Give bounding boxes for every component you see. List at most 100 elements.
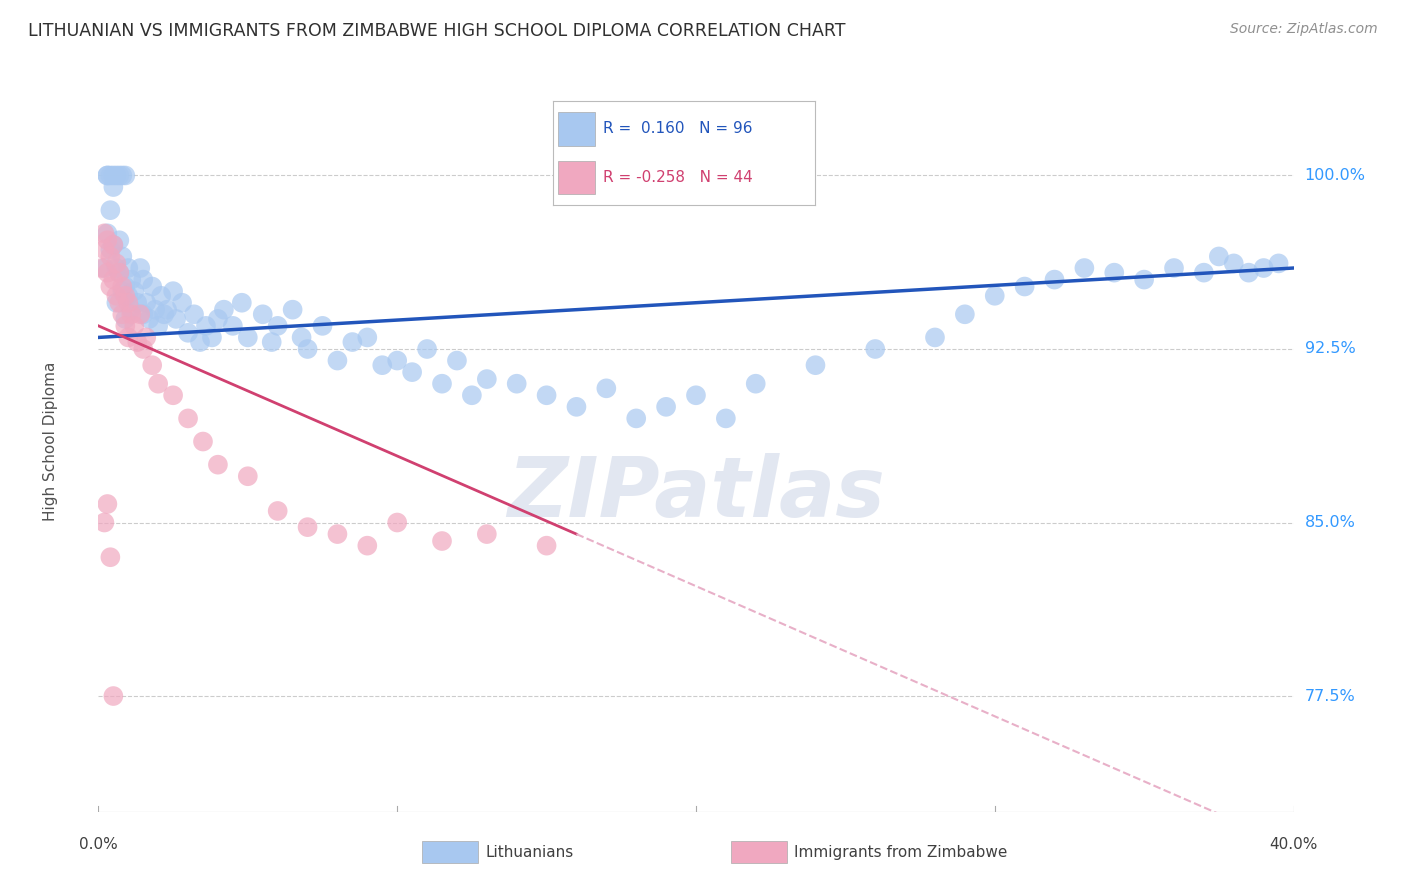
Point <box>108 233 131 247</box>
Point <box>120 307 142 321</box>
Text: 0.0%: 0.0% <box>79 837 118 852</box>
Point <box>114 169 136 183</box>
Point <box>1073 260 1095 275</box>
Point <box>177 326 200 340</box>
Point <box>105 256 128 270</box>
Point <box>114 312 136 326</box>
Point <box>103 180 125 194</box>
Point <box>207 312 229 326</box>
Point <box>135 295 157 310</box>
Text: ZIPatlas: ZIPatlas <box>508 453 884 534</box>
Point <box>222 318 245 333</box>
Point <box>297 342 319 356</box>
Point <box>93 516 115 530</box>
Point <box>127 334 149 349</box>
Point <box>127 295 149 310</box>
Point <box>626 411 648 425</box>
Point <box>114 279 136 293</box>
Point <box>162 284 184 298</box>
Point <box>236 469 259 483</box>
Point <box>132 342 155 356</box>
Point <box>162 388 184 402</box>
Point <box>281 302 304 317</box>
Point <box>356 330 378 344</box>
Point <box>1192 266 1215 280</box>
Text: 85.0%: 85.0% <box>1305 515 1355 530</box>
Point <box>93 243 115 257</box>
Point <box>1237 266 1260 280</box>
Point <box>98 550 122 565</box>
Point <box>565 400 588 414</box>
Point <box>326 353 349 368</box>
Point <box>172 295 194 310</box>
Text: 77.5%: 77.5% <box>1305 689 1355 704</box>
Point <box>506 376 529 391</box>
Point <box>342 334 364 349</box>
Point <box>93 227 115 241</box>
Point <box>98 203 122 218</box>
Point <box>111 307 134 321</box>
Text: Immigrants from Zimbabwe: Immigrants from Zimbabwe <box>794 846 1008 860</box>
Point <box>108 266 131 280</box>
Point <box>714 411 737 425</box>
Point <box>96 169 118 183</box>
Point <box>416 342 439 356</box>
Point <box>103 169 125 183</box>
Point <box>475 527 498 541</box>
Point <box>401 365 423 379</box>
Text: 92.5%: 92.5% <box>1305 342 1355 357</box>
Point <box>385 353 409 368</box>
Point <box>385 516 409 530</box>
Point <box>98 243 122 257</box>
Point <box>103 238 125 252</box>
Point <box>138 312 160 326</box>
Point <box>177 411 200 425</box>
Point <box>1208 250 1230 264</box>
Point <box>103 689 125 703</box>
Point <box>475 372 498 386</box>
Point <box>311 318 333 333</box>
Point <box>141 358 163 372</box>
Point <box>105 169 128 183</box>
Point <box>297 520 319 534</box>
Point <box>536 539 558 553</box>
Point <box>252 307 274 321</box>
Text: Source: ZipAtlas.com: Source: ZipAtlas.com <box>1230 22 1378 37</box>
Point <box>212 302 235 317</box>
Point <box>1014 279 1036 293</box>
Point <box>90 260 112 275</box>
Point <box>96 169 118 183</box>
Point <box>1043 272 1066 286</box>
Point <box>96 233 118 247</box>
Point <box>114 318 136 333</box>
Point <box>98 279 122 293</box>
Point <box>188 334 211 349</box>
Point <box>865 342 887 356</box>
Text: 100.0%: 100.0% <box>1305 168 1365 183</box>
Point <box>96 266 118 280</box>
Point <box>111 250 134 264</box>
Point <box>98 169 122 183</box>
Point <box>111 279 134 293</box>
Point <box>124 318 146 333</box>
Point <box>96 497 118 511</box>
Point <box>1253 260 1275 275</box>
Point <box>267 318 290 333</box>
Point <box>105 289 128 303</box>
Point <box>595 381 617 395</box>
Point <box>745 376 768 391</box>
Point <box>117 295 139 310</box>
Point <box>111 169 134 183</box>
Point <box>129 307 152 321</box>
Point <box>446 353 468 368</box>
Point <box>536 388 558 402</box>
Point <box>236 330 259 344</box>
Point <box>685 388 707 402</box>
Point <box>96 227 118 241</box>
Text: High School Diploma: High School Diploma <box>44 362 58 521</box>
Point <box>326 527 349 541</box>
Point <box>103 238 125 252</box>
Point <box>461 388 484 402</box>
Point <box>114 289 136 303</box>
Point <box>132 272 155 286</box>
